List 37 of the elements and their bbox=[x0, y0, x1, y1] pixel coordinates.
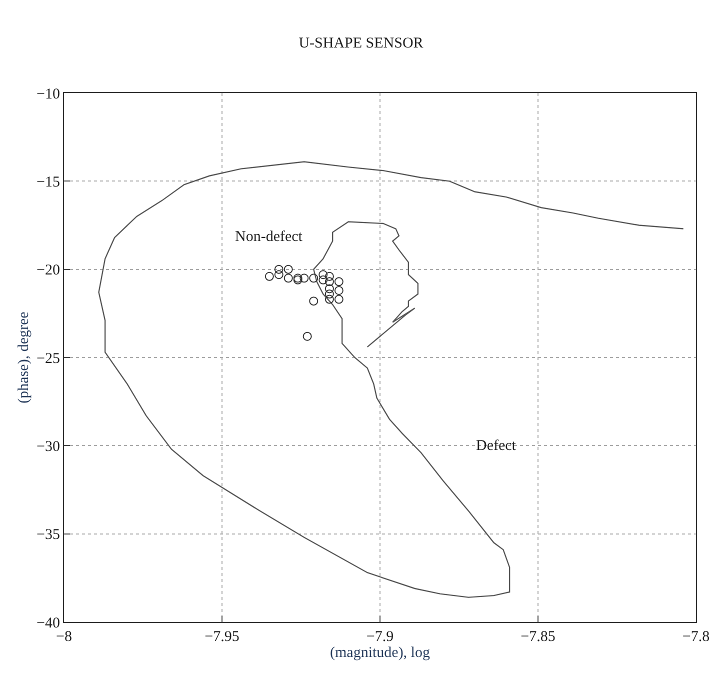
y-tick-label: −25 bbox=[36, 350, 60, 367]
x-tick-label: −7.95 bbox=[204, 629, 240, 645]
y-tick-label: −35 bbox=[36, 527, 60, 544]
point bbox=[334, 286, 344, 295]
point bbox=[264, 272, 274, 281]
point bbox=[324, 284, 334, 294]
point bbox=[309, 296, 318, 306]
x-tick-label: −7.8 bbox=[682, 629, 710, 645]
annotation: Non-defect bbox=[235, 229, 304, 245]
point bbox=[318, 270, 328, 280]
point bbox=[309, 274, 318, 283]
point bbox=[334, 277, 344, 286]
y-tick-label: −40 bbox=[36, 615, 60, 632]
point bbox=[284, 274, 293, 283]
point bbox=[334, 294, 344, 304]
x-axis-title: (magnitude), log bbox=[330, 645, 430, 661]
y-tick-label: −30 bbox=[36, 438, 60, 455]
y-tick-label: −15 bbox=[36, 174, 60, 190]
chart-title: U-SHAPE SENSOR bbox=[298, 36, 424, 52]
point bbox=[302, 332, 312, 341]
y-axis-title: (phase), degree bbox=[16, 311, 32, 404]
point bbox=[274, 270, 284, 280]
point bbox=[324, 277, 334, 286]
y-tick-label: −10 bbox=[36, 86, 60, 102]
x-tick-label: −8 bbox=[56, 629, 72, 645]
point bbox=[274, 264, 284, 274]
point bbox=[324, 294, 334, 304]
x-tick-label: −7.9 bbox=[366, 629, 394, 645]
line-series bbox=[98, 161, 684, 598]
annotation: Defect bbox=[476, 438, 517, 454]
point bbox=[324, 290, 334, 299]
point bbox=[284, 264, 293, 274]
y-tick-label: −20 bbox=[36, 262, 60, 279]
point bbox=[318, 275, 328, 284]
point bbox=[324, 272, 334, 281]
x-tick-label: −7.85 bbox=[520, 629, 556, 645]
point bbox=[300, 274, 309, 283]
